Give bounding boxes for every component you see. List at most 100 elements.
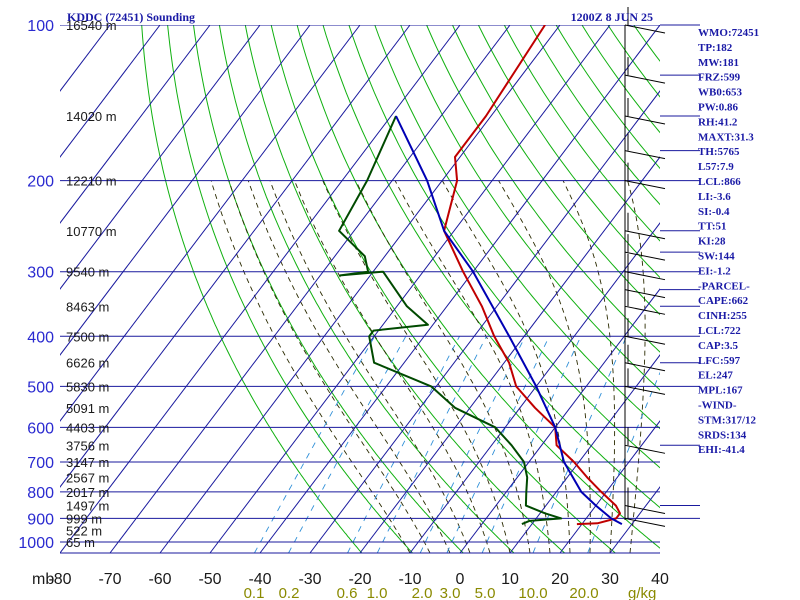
index-item: LCL:866	[698, 176, 741, 188]
isotherm	[509, 354, 660, 554]
isotherm	[309, 90, 660, 554]
mixing-ratio-unit: g/kg	[628, 585, 656, 600]
isotherm	[60, 25, 61, 26]
temperature-line	[443, 25, 621, 526]
pressure-label: 100	[27, 18, 54, 35]
temp-tick-label: -40	[248, 571, 271, 588]
pressure-label: 400	[27, 329, 54, 346]
mixing-ratio-label: 3.0	[440, 585, 461, 600]
mixing-ratio-label: 0.6	[337, 585, 358, 600]
dry-adiabat	[452, 25, 660, 316]
index-item: RH:41.2	[698, 116, 738, 128]
temp-tick-label: -50	[198, 571, 221, 588]
wind-barb	[624, 444, 666, 454]
temp-tick-label: -60	[148, 571, 171, 588]
mixing-ratio-line	[288, 336, 407, 554]
height-label: 3147 m	[66, 455, 109, 470]
temp-tick-label: -80	[48, 571, 71, 588]
moist-adiabat	[322, 180, 511, 554]
mixing-ratio-line	[532, 336, 628, 554]
moist-adiabat	[627, 180, 646, 554]
height-label: 2567 m	[66, 470, 109, 485]
mixing-ratio-line	[446, 336, 550, 554]
moist-adiabat	[441, 180, 571, 553]
dry-adiabat	[374, 25, 660, 430]
index-item: CAP:3.5	[698, 340, 739, 352]
mixing-ratio-label: 1.0	[367, 585, 388, 600]
chart-date: 1200Z 8 JUN 25	[571, 10, 653, 24]
moist-adiabat	[247, 180, 451, 554]
wind-barb	[624, 305, 666, 315]
index-item: -PARCEL-	[698, 280, 750, 292]
dry-adiabat	[400, 25, 660, 391]
dry-adiabat	[426, 25, 660, 353]
mixing-ratio-label: 20.0	[569, 585, 598, 600]
temp-axis-label: mb	[32, 571, 54, 588]
height-label: 12210 m	[66, 174, 117, 189]
dry-adiabat	[348, 25, 660, 469]
height-label: 65 m	[66, 535, 95, 550]
isotherm	[60, 25, 161, 158]
wind-barb	[624, 115, 666, 125]
isotherm	[359, 156, 660, 554]
isotherm	[60, 25, 411, 488]
pressure-label: 500	[27, 379, 54, 396]
dry-adiabat	[503, 25, 660, 242]
index-item: SI:-0.4	[698, 206, 730, 218]
index-item: L57:7.9	[698, 161, 734, 173]
profiles	[338, 25, 623, 526]
dry-adiabat	[581, 25, 660, 134]
dry-adiabat	[763, 25, 800, 553]
mixing-ratio-label: 5.0	[475, 585, 496, 600]
chart-title: KDDC (72451) Sounding	[67, 10, 195, 24]
index-item: KI:28	[698, 236, 726, 248]
isotherm	[459, 288, 660, 554]
temp-tick-label: -10	[398, 571, 421, 588]
dry-adiabat	[555, 25, 660, 170]
height-label: 522 m	[66, 524, 102, 539]
wind-barb	[624, 289, 666, 299]
isotherm	[60, 25, 461, 554]
index-item: MAXT:31.3	[698, 131, 754, 143]
mixing-ratio-line	[376, 336, 487, 554]
pressure-label: 300	[27, 265, 54, 282]
pressure-label: 1000	[18, 535, 54, 552]
index-item: FRZ:599	[698, 72, 741, 84]
height-label: 8463 m	[66, 299, 109, 314]
mixing-ratio-line	[419, 336, 526, 554]
mixing-ratio-line	[347, 336, 460, 554]
index-item: -WIND-	[698, 400, 737, 412]
height-label: 3756 m	[66, 438, 109, 453]
dry-adiabat	[296, 25, 660, 549]
height-label: 1497 m	[66, 499, 109, 514]
index-item: EI:-1.2	[698, 265, 731, 277]
temp-tick-label: 30	[601, 571, 619, 588]
isotherm	[209, 25, 611, 554]
wind-barb	[624, 150, 666, 160]
dewpoint-line	[338, 115, 563, 526]
parcel-line	[395, 115, 623, 525]
isotherm	[159, 25, 561, 554]
wind-barb	[624, 362, 666, 372]
height-label: 10770 m	[66, 224, 117, 239]
index-item: CINH:255	[698, 310, 747, 322]
index-item: EHI:-41.4	[698, 444, 745, 456]
wind-barb	[624, 180, 666, 190]
index-item: MPL:167	[698, 385, 743, 397]
index-item: TH:5765	[698, 146, 740, 158]
isotherm	[60, 25, 361, 422]
height-label: 14020 m	[66, 109, 117, 124]
dry-adiabat	[141, 25, 363, 554]
temp-tick-label: -20	[348, 571, 371, 588]
pressure-label: 200	[27, 174, 54, 191]
dry-adiabat	[244, 25, 565, 554]
mixing-ratio-line	[254, 336, 376, 554]
wind-barb	[624, 517, 666, 527]
temp-tick-label: 0	[456, 571, 465, 588]
wind-barbs	[624, 7, 700, 527]
index-item: LFC:597	[698, 355, 741, 367]
height-label: 7500 m	[66, 329, 109, 344]
index-item: MW:181	[698, 57, 739, 69]
dry-adiabat	[270, 25, 616, 554]
